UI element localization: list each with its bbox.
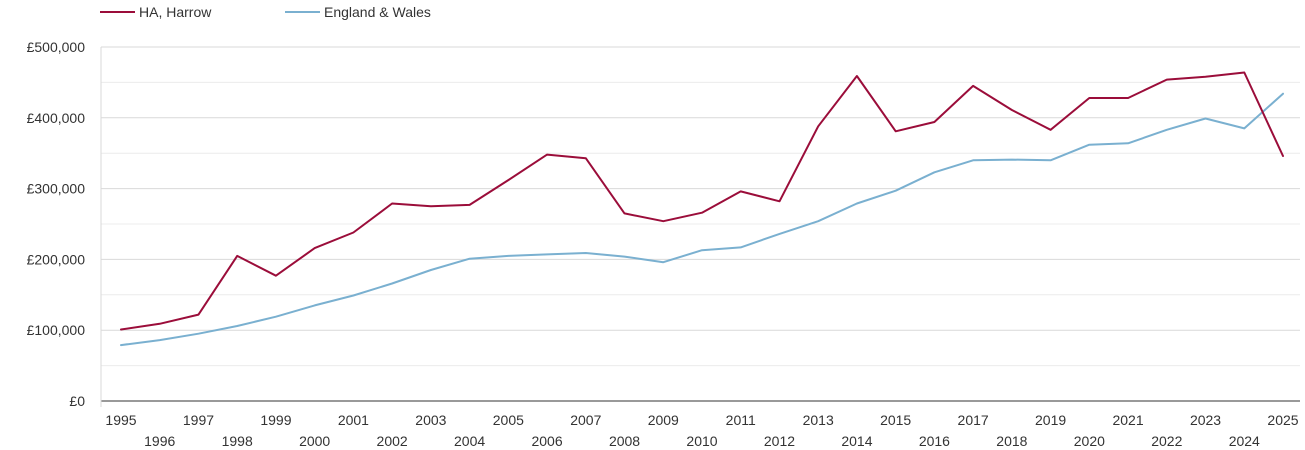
x-tick-label: 2018: [996, 433, 1027, 449]
x-tick-label: 2003: [415, 412, 446, 428]
legend-label: England & Wales: [324, 4, 431, 20]
x-tick-label: 2013: [803, 412, 834, 428]
x-tick-label: 2023: [1190, 412, 1221, 428]
y-tick-label: £400,000: [27, 110, 86, 126]
y-tick-label: £0: [69, 393, 85, 409]
grid: [100, 46, 1300, 407]
x-tick-label: 2015: [880, 412, 911, 428]
series-line: [120, 71, 1284, 331]
x-tick-label: 2017: [958, 412, 989, 428]
series-group: [120, 71, 1284, 347]
x-tick-label: 2002: [377, 433, 408, 449]
x-tick-label: 2021: [1112, 412, 1143, 428]
x-tick-label: 2008: [609, 433, 640, 449]
x-tick-label: 2019: [1035, 412, 1066, 428]
x-tick-label: 2010: [686, 433, 717, 449]
y-tick-label: £300,000: [27, 181, 86, 197]
y-axis-labels: £0 £100,000 £200,000 £300,000 £400,000 £500,0…: [27, 39, 86, 409]
x-tick-label: 1998: [222, 433, 253, 449]
x-tick-label: 2006: [531, 433, 562, 449]
y-tick-label: £100,000: [27, 322, 86, 338]
x-tick-label: 2022: [1151, 433, 1182, 449]
x-tick-label: 2012: [764, 433, 795, 449]
x-tick-label: 2016: [919, 433, 950, 449]
x-tick-label: 2024: [1229, 433, 1260, 449]
series-line: [120, 92, 1284, 347]
x-tick-label: 2007: [570, 412, 601, 428]
x-tick-label: 2014: [841, 433, 872, 449]
x-tick-label: 1996: [144, 433, 175, 449]
x-tick-label: 1997: [183, 412, 214, 428]
legend: HA, Harrow England & Wales: [100, 4, 431, 20]
y-tick-label: £200,000: [27, 251, 86, 267]
x-tick-label: 2005: [493, 412, 524, 428]
x-tick-label: 2025: [1267, 412, 1298, 428]
x-tick-label: 2001: [338, 412, 369, 428]
x-tick-label: 2000: [299, 433, 330, 449]
x-tick-label: 2009: [648, 412, 679, 428]
x-axis-labels: 1995 1997 1999 2001 2003 2005 2007 2009 2011 2013…: [105, 412, 1298, 449]
legend-label: HA, Harrow: [139, 4, 212, 20]
x-tick-label: 1995: [105, 412, 136, 428]
x-tick-label: 1999: [260, 412, 291, 428]
x-tick-label: 2011: [726, 412, 756, 428]
x-tick-label: 2020: [1074, 433, 1105, 449]
x-tick-label: 2004: [454, 433, 485, 449]
y-tick-label: £500,000: [27, 39, 86, 55]
